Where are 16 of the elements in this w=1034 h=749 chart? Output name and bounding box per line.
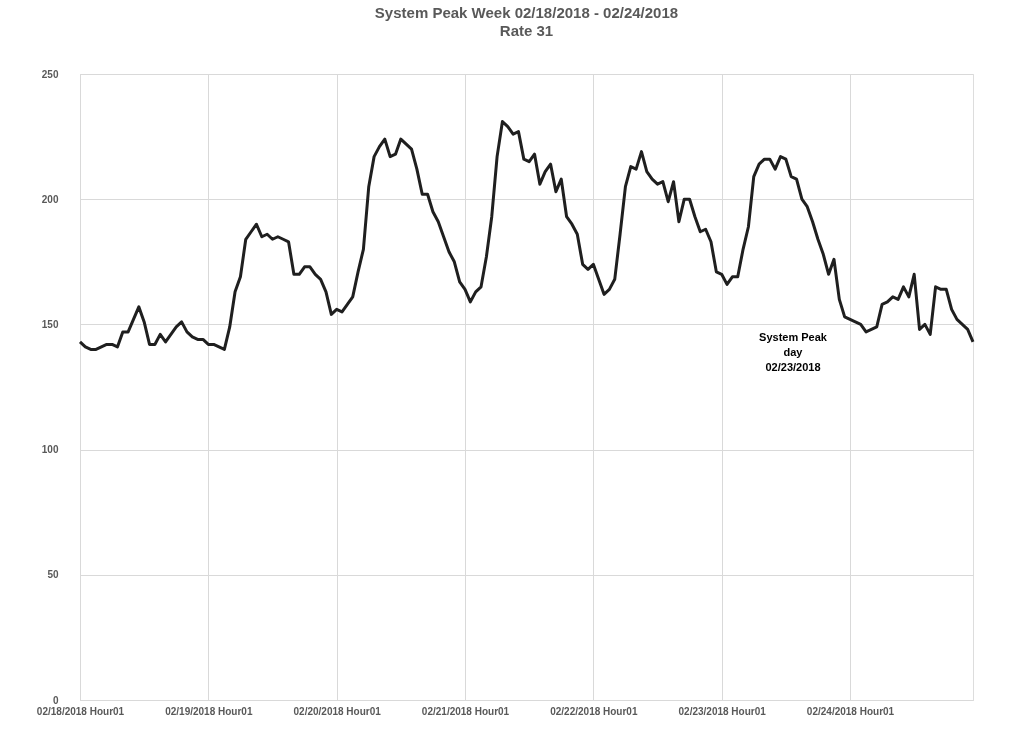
x-tick-label: 02/24/2018 Hour01 [806, 705, 895, 717]
y-tick-label: 0 [52, 694, 59, 706]
chart-subtitle: Rate 31 [499, 22, 554, 39]
x-tick-label: 02/20/2018 Hour01 [293, 705, 382, 717]
x-tick-label: 02/18/2018 Hour01 [36, 705, 125, 717]
y-tick-label: 100 [41, 444, 59, 456]
x-tick-label: 02/21/2018 Hour01 [421, 705, 510, 717]
y-tick-label: 200 [41, 193, 59, 205]
x-tick-label: 02/23/2018 Hour01 [678, 705, 767, 717]
annotation: System Peak day 02/23/2018 [759, 331, 828, 373]
y-tick-label: 50 [47, 569, 59, 581]
y-tick-label: 250 [41, 68, 59, 80]
x-tick-label: 02/22/2018 Hour01 [550, 705, 638, 717]
chart-title: System Peak Week 02/18/2018 - 02/24/2018 [374, 4, 679, 21]
y-tick-label: 150 [41, 318, 59, 330]
x-tick-label: 02/19/2018 Hour01 [165, 705, 253, 717]
